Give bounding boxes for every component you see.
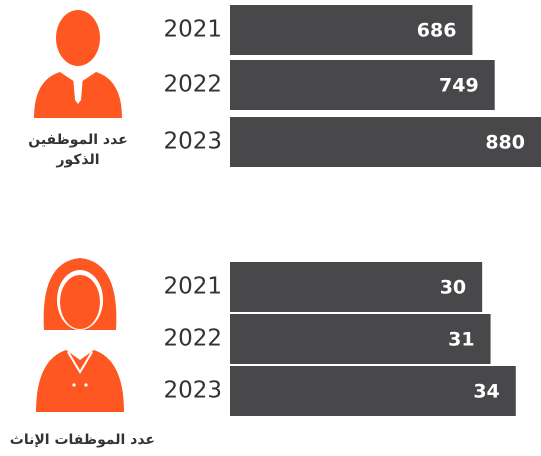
female-title: عدد الموظفات الإناث	[9, 432, 155, 448]
bar	[230, 5, 473, 55]
value-label: 749	[439, 75, 479, 97]
male-icon	[34, 10, 122, 118]
year-label: 2022	[163, 326, 222, 352]
year-label: 2023	[163, 378, 222, 404]
year-label: 2022	[163, 72, 222, 98]
female-icon	[36, 258, 124, 412]
value-label: 880	[485, 132, 525, 154]
bar	[230, 262, 483, 312]
value-label: 686	[417, 20, 457, 42]
bar	[230, 366, 516, 416]
year-label: 2021	[163, 274, 222, 300]
bar	[230, 117, 541, 167]
bar	[230, 314, 491, 364]
value-label: 31	[448, 329, 474, 351]
value-label: 30	[440, 277, 466, 299]
year-label: 2023	[163, 129, 222, 155]
bar	[230, 60, 495, 110]
male-title: عدد الموظفين الذكور	[28, 132, 128, 168]
value-label: 34	[473, 381, 499, 403]
year-label: 2021	[163, 17, 222, 43]
